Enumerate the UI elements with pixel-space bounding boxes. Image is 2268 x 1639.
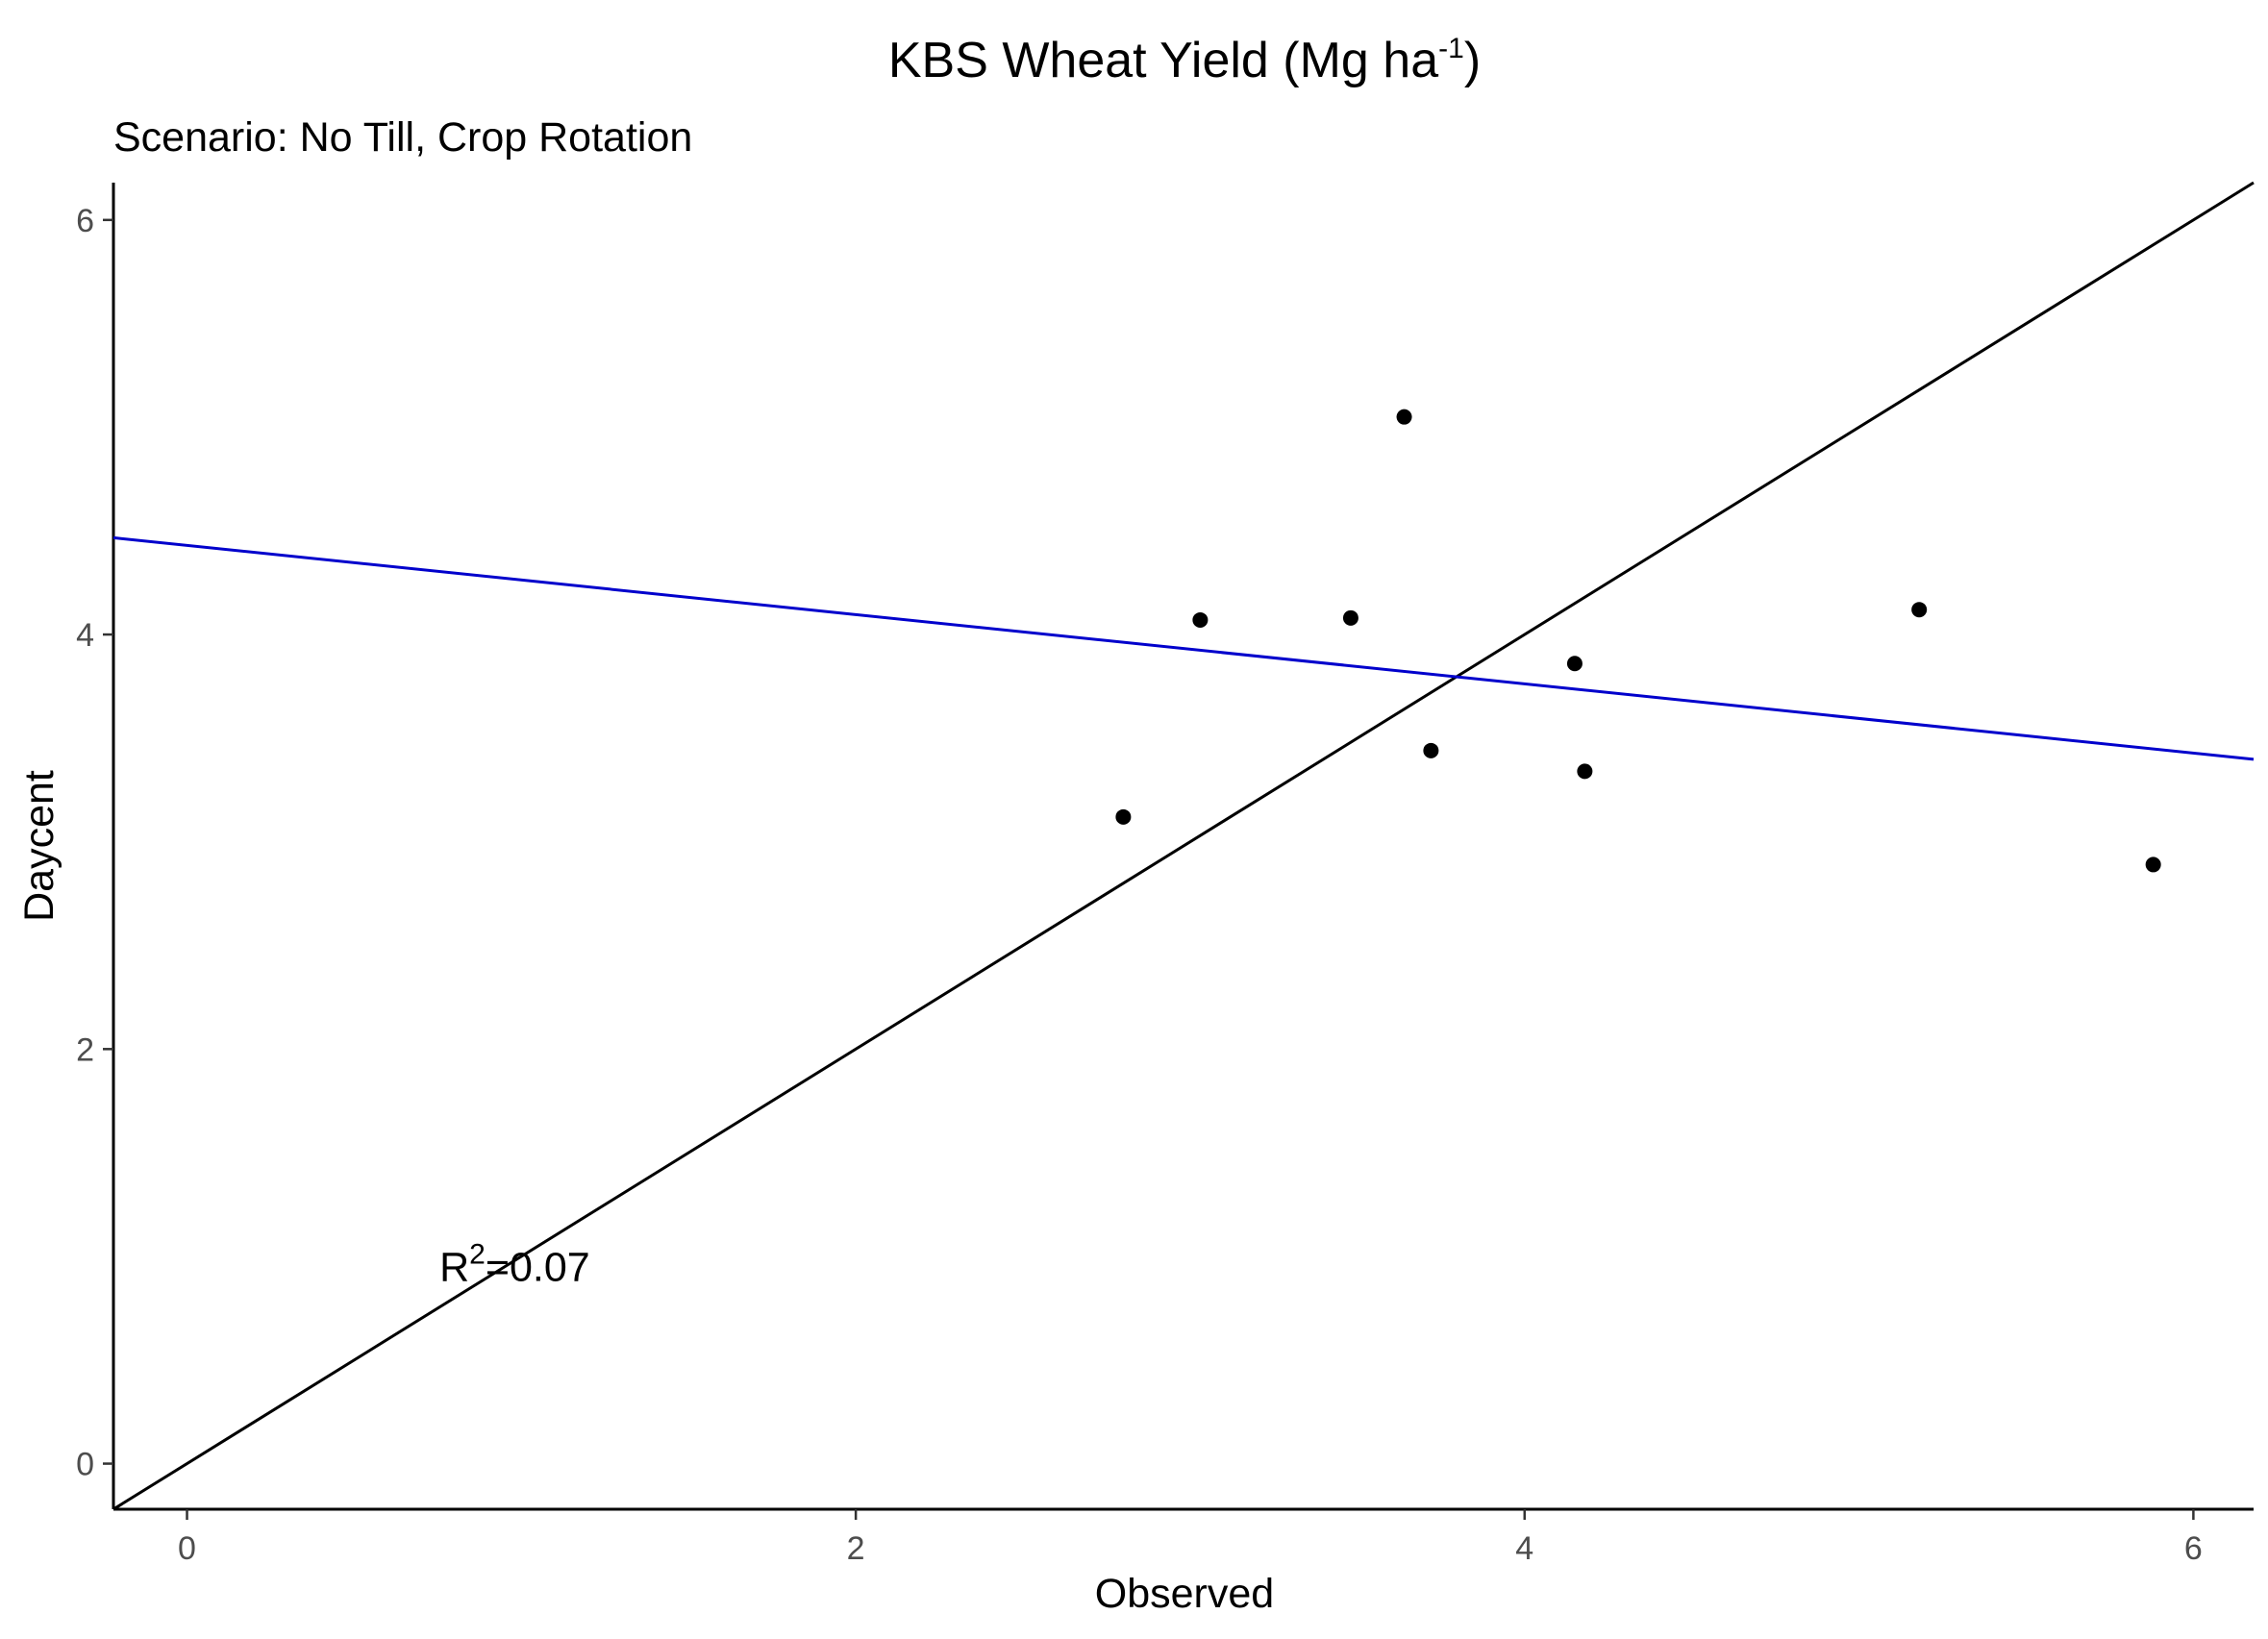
y-tick-label: 0 [76, 1447, 94, 1483]
data-point [1577, 763, 1593, 780]
data-point [1342, 609, 1358, 626]
chart-title: KBS Wheat Yield (Mg ha-1) [888, 33, 1481, 88]
x-tick-label: 2 [847, 1530, 865, 1567]
plot-area: 0 2 4 6 0 2 4 6 R2=0.07 [76, 181, 2255, 1567]
chart-title-superscript: -1 [1438, 33, 1464, 64]
one-to-one-line [112, 181, 2255, 1511]
data-point [1566, 656, 1583, 672]
r-squared-annotation: R2=0.07 [439, 1239, 590, 1291]
x-tick-label: 6 [2184, 1530, 2203, 1567]
data-point [1192, 611, 1209, 628]
data-point [1115, 808, 1132, 825]
chart-subtitle: Scenario: No Till, Crop Rotation [113, 114, 692, 161]
x-axis-title: Observed [1095, 1571, 1274, 1617]
y-tick-label: 6 [76, 203, 94, 239]
chart-title-end: ) [1464, 33, 1481, 88]
y-axis-title: Daycent [16, 770, 62, 922]
y-tick-label: 4 [76, 617, 94, 654]
chart-title-main: KBS Wheat Yield (Mg ha [888, 33, 1438, 88]
regression-line [112, 535, 2255, 761]
y-tick-label: 2 [76, 1031, 94, 1068]
data-point [1423, 742, 1439, 758]
x-tick-label: 0 [178, 1530, 196, 1567]
data-point [1396, 409, 1412, 425]
data-point [2145, 857, 2161, 873]
x-tick-label: 4 [1515, 1530, 1533, 1567]
data-point [1911, 602, 1928, 618]
